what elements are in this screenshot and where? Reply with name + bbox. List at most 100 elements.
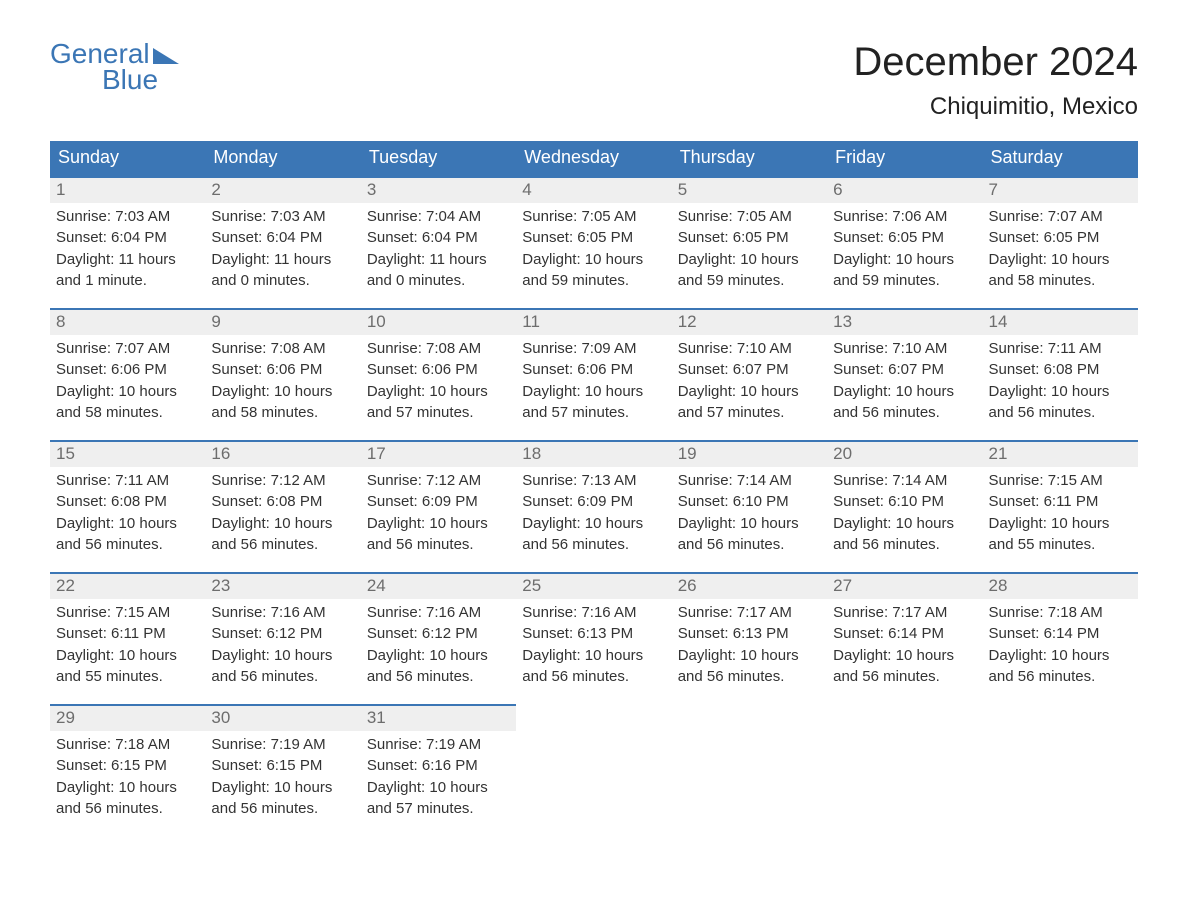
sunset-text: Sunset: 6:14 PM xyxy=(833,624,976,644)
day-body: Sunrise: 7:18 AMSunset: 6:15 PMDaylight:… xyxy=(50,731,205,826)
sunset-text: Sunset: 6:16 PM xyxy=(367,756,510,776)
sunset-text: Sunset: 6:05 PM xyxy=(522,228,665,248)
day-body: Sunrise: 7:17 AMSunset: 6:14 PMDaylight:… xyxy=(827,599,982,694)
weekday-header: Wednesday xyxy=(516,141,671,176)
daylight-text: and 56 minutes. xyxy=(211,799,354,819)
header: General Blue December 2024 Chiquimitio, … xyxy=(50,40,1138,121)
day-number: 31 xyxy=(361,704,516,731)
sunset-text: Sunset: 6:04 PM xyxy=(56,228,199,248)
daylight-text: and 56 minutes. xyxy=(56,799,199,819)
day-body: Sunrise: 7:08 AMSunset: 6:06 PMDaylight:… xyxy=(205,335,360,430)
day-cell: 13Sunrise: 7:10 AMSunset: 6:07 PMDayligh… xyxy=(827,308,982,440)
daylight-text: and 59 minutes. xyxy=(522,271,665,291)
day-number: 25 xyxy=(516,572,671,599)
daylight-text: Daylight: 10 hours xyxy=(989,646,1132,666)
daylight-text: and 56 minutes. xyxy=(833,667,976,687)
sunset-text: Sunset: 6:06 PM xyxy=(211,360,354,380)
sunrise-text: Sunrise: 7:07 AM xyxy=(56,339,199,359)
day-cell: 15Sunrise: 7:11 AMSunset: 6:08 PMDayligh… xyxy=(50,440,205,572)
day-body: Sunrise: 7:10 AMSunset: 6:07 PMDaylight:… xyxy=(672,335,827,430)
daylight-text: Daylight: 10 hours xyxy=(211,382,354,402)
daylight-text: Daylight: 10 hours xyxy=(678,646,821,666)
daylight-text: Daylight: 10 hours xyxy=(989,514,1132,534)
daylight-text: and 58 minutes. xyxy=(211,403,354,423)
day-number: 2 xyxy=(205,176,360,203)
daylight-text: and 59 minutes. xyxy=(678,271,821,291)
day-body: Sunrise: 7:08 AMSunset: 6:06 PMDaylight:… xyxy=(361,335,516,430)
day-cell: 8Sunrise: 7:07 AMSunset: 6:06 PMDaylight… xyxy=(50,308,205,440)
day-number: 21 xyxy=(983,440,1138,467)
day-body: Sunrise: 7:04 AMSunset: 6:04 PMDaylight:… xyxy=(361,203,516,298)
day-number: 9 xyxy=(205,308,360,335)
sunrise-text: Sunrise: 7:05 AM xyxy=(678,207,821,227)
daylight-text: Daylight: 10 hours xyxy=(367,382,510,402)
day-number: 1 xyxy=(50,176,205,203)
day-number: 19 xyxy=(672,440,827,467)
flag-icon xyxy=(153,48,179,64)
daylight-text: and 56 minutes. xyxy=(989,403,1132,423)
day-cell: 12Sunrise: 7:10 AMSunset: 6:07 PMDayligh… xyxy=(672,308,827,440)
daylight-text: Daylight: 10 hours xyxy=(211,514,354,534)
day-number: 14 xyxy=(983,308,1138,335)
day-number: 10 xyxy=(361,308,516,335)
sunrise-text: Sunrise: 7:09 AM xyxy=(522,339,665,359)
sunrise-text: Sunrise: 7:18 AM xyxy=(989,603,1132,623)
sunrise-text: Sunrise: 7:15 AM xyxy=(989,471,1132,491)
week-row: 8Sunrise: 7:07 AMSunset: 6:06 PMDaylight… xyxy=(50,308,1138,440)
daylight-text: and 57 minutes. xyxy=(522,403,665,423)
day-body: Sunrise: 7:09 AMSunset: 6:06 PMDaylight:… xyxy=(516,335,671,430)
daylight-text: and 58 minutes. xyxy=(989,271,1132,291)
sunrise-text: Sunrise: 7:16 AM xyxy=(211,603,354,623)
daylight-text: Daylight: 10 hours xyxy=(522,514,665,534)
daylight-text: and 1 minute. xyxy=(56,271,199,291)
day-body: Sunrise: 7:19 AMSunset: 6:16 PMDaylight:… xyxy=(361,731,516,826)
sunset-text: Sunset: 6:08 PM xyxy=(989,360,1132,380)
day-number: 16 xyxy=(205,440,360,467)
day-cell: 6Sunrise: 7:06 AMSunset: 6:05 PMDaylight… xyxy=(827,176,982,308)
week-row: 22Sunrise: 7:15 AMSunset: 6:11 PMDayligh… xyxy=(50,572,1138,704)
weeks-container: 1Sunrise: 7:03 AMSunset: 6:04 PMDaylight… xyxy=(50,176,1138,836)
daylight-text: Daylight: 11 hours xyxy=(56,250,199,270)
daylight-text: Daylight: 10 hours xyxy=(56,382,199,402)
daylight-text: and 56 minutes. xyxy=(367,535,510,555)
sunset-text: Sunset: 6:06 PM xyxy=(522,360,665,380)
sunset-text: Sunset: 6:12 PM xyxy=(367,624,510,644)
daylight-text: Daylight: 10 hours xyxy=(367,646,510,666)
weekday-header: Tuesday xyxy=(361,141,516,176)
day-body: Sunrise: 7:14 AMSunset: 6:10 PMDaylight:… xyxy=(672,467,827,562)
daylight-text: Daylight: 10 hours xyxy=(833,382,976,402)
daylight-text: and 56 minutes. xyxy=(989,667,1132,687)
sunset-text: Sunset: 6:14 PM xyxy=(989,624,1132,644)
daylight-text: and 55 minutes. xyxy=(989,535,1132,555)
day-body: Sunrise: 7:19 AMSunset: 6:15 PMDaylight:… xyxy=(205,731,360,826)
day-body: Sunrise: 7:13 AMSunset: 6:09 PMDaylight:… xyxy=(516,467,671,562)
sunset-text: Sunset: 6:08 PM xyxy=(56,492,199,512)
day-cell: 7Sunrise: 7:07 AMSunset: 6:05 PMDaylight… xyxy=(983,176,1138,308)
daylight-text: and 0 minutes. xyxy=(367,271,510,291)
month-title: December 2024 xyxy=(853,40,1138,85)
sunrise-text: Sunrise: 7:19 AM xyxy=(211,735,354,755)
sunrise-text: Sunrise: 7:14 AM xyxy=(678,471,821,491)
sunset-text: Sunset: 6:05 PM xyxy=(833,228,976,248)
sunset-text: Sunset: 6:07 PM xyxy=(678,360,821,380)
day-number: 5 xyxy=(672,176,827,203)
weekday-header-row: Sunday Monday Tuesday Wednesday Thursday… xyxy=(50,141,1138,176)
day-cell: 31Sunrise: 7:19 AMSunset: 6:16 PMDayligh… xyxy=(361,704,516,836)
daylight-text: Daylight: 10 hours xyxy=(211,778,354,798)
day-cell: 19Sunrise: 7:14 AMSunset: 6:10 PMDayligh… xyxy=(672,440,827,572)
sunset-text: Sunset: 6:11 PM xyxy=(56,624,199,644)
daylight-text: Daylight: 10 hours xyxy=(678,382,821,402)
sunrise-text: Sunrise: 7:08 AM xyxy=(367,339,510,359)
day-number: 30 xyxy=(205,704,360,731)
sunset-text: Sunset: 6:11 PM xyxy=(989,492,1132,512)
daylight-text: and 56 minutes. xyxy=(56,535,199,555)
daylight-text: and 56 minutes. xyxy=(211,535,354,555)
sunrise-text: Sunrise: 7:15 AM xyxy=(56,603,199,623)
day-number: 3 xyxy=(361,176,516,203)
sunrise-text: Sunrise: 7:05 AM xyxy=(522,207,665,227)
day-body: Sunrise: 7:15 AMSunset: 6:11 PMDaylight:… xyxy=(50,599,205,694)
sunset-text: Sunset: 6:09 PM xyxy=(522,492,665,512)
daylight-text: Daylight: 10 hours xyxy=(56,778,199,798)
day-cell xyxy=(983,704,1138,836)
sunset-text: Sunset: 6:04 PM xyxy=(211,228,354,248)
